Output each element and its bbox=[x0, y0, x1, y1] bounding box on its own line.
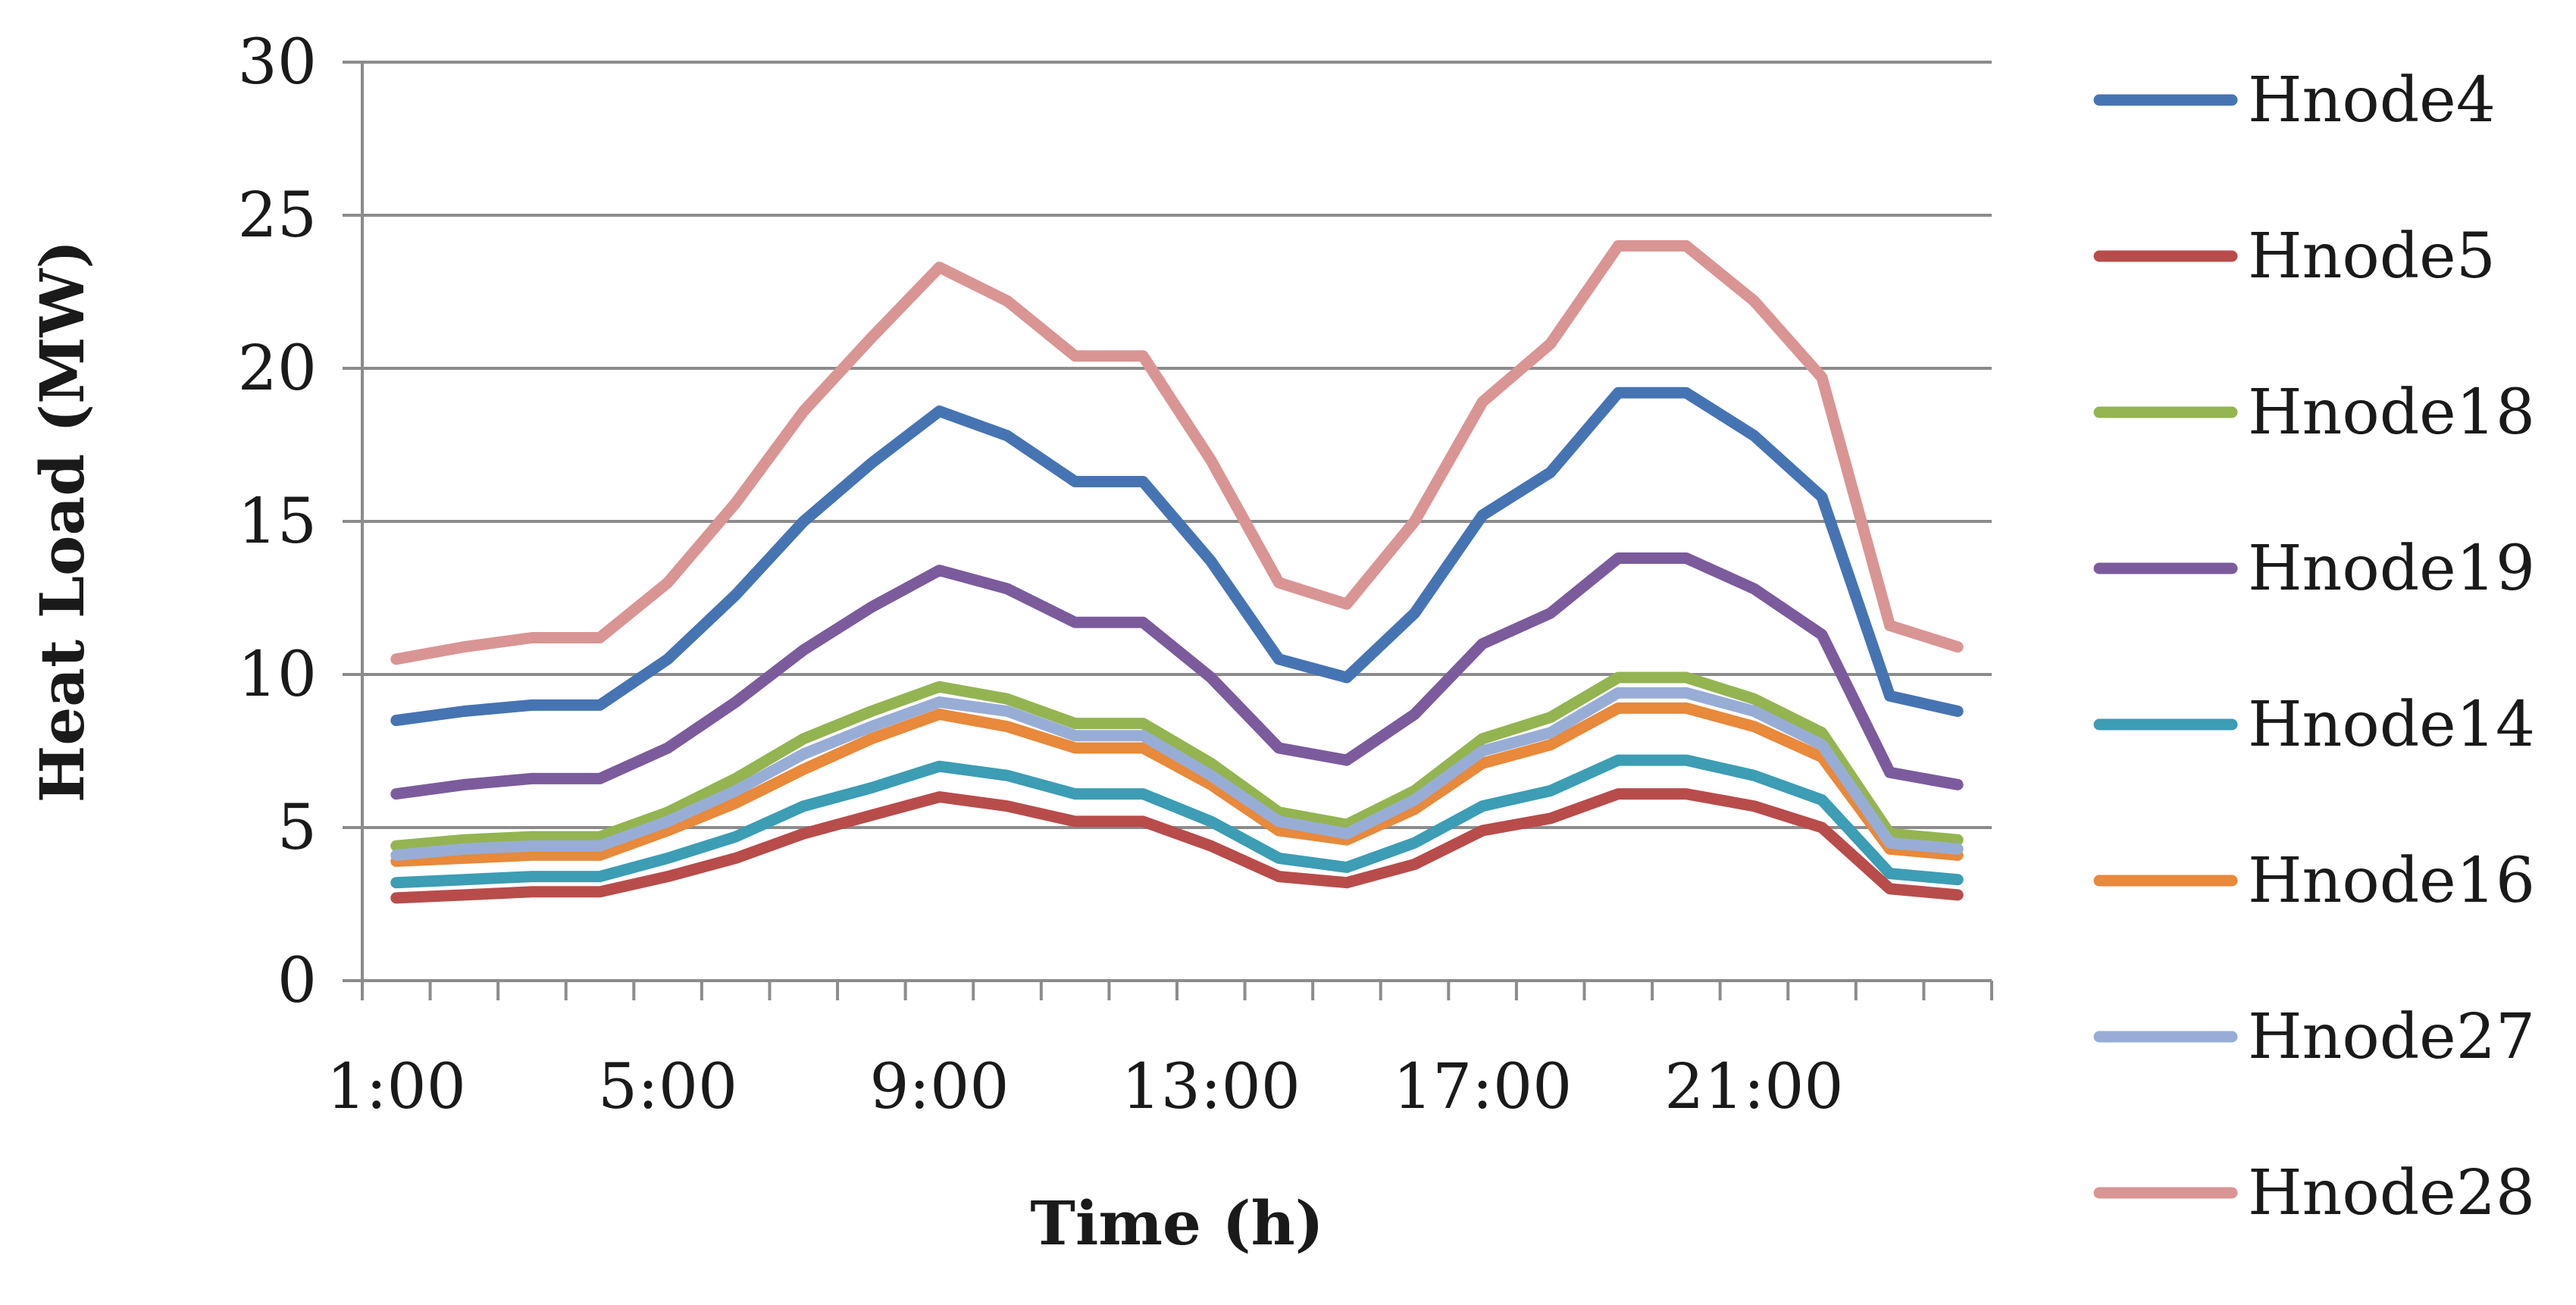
y-tick-label: 20 bbox=[238, 333, 317, 405]
tick-labels: 0 5 10 15 20 25 30 1:00 5:00 9:00 13:00 17:00 21:00 bbox=[238, 27, 1844, 1123]
series-lines bbox=[390, 239, 1964, 904]
x-tick-label: 17:00 bbox=[1393, 1051, 1572, 1123]
legend-label: Hnode4 bbox=[2248, 64, 2496, 136]
legend-item: Hnode19 bbox=[2093, 533, 2535, 605]
x-tick-label: 5:00 bbox=[598, 1051, 737, 1123]
legend: Hnode4 Hnode5 Hnode18 Hnode19 Hnode14 Hnode16… bbox=[2093, 64, 2535, 1229]
x-tick-label: 21:00 bbox=[1664, 1051, 1843, 1123]
legend-item: Hnode5 bbox=[2093, 221, 2496, 293]
series-line-hnode18 bbox=[390, 671, 1964, 852]
y-tick-label: 10 bbox=[238, 639, 317, 711]
y-tick-label: 15 bbox=[238, 486, 317, 558]
legend-label: Hnode27 bbox=[2248, 1001, 2535, 1073]
axes bbox=[343, 61, 1993, 1000]
series-line-hnode19 bbox=[390, 552, 1964, 800]
x-tick-label: 9:00 bbox=[869, 1051, 1009, 1123]
y-tick-label: 5 bbox=[277, 792, 317, 864]
legend-label: Hnode18 bbox=[2248, 377, 2535, 449]
y-axis-title: Heat Load (MW) bbox=[27, 240, 98, 803]
legend-label: Hnode16 bbox=[2248, 845, 2535, 917]
x-tick-label: 1:00 bbox=[327, 1051, 466, 1123]
y-tick-label: 25 bbox=[238, 180, 317, 252]
series-line-hnode5 bbox=[390, 788, 1964, 904]
x-axis-title: Time (h) bbox=[1030, 1188, 1323, 1259]
series-line-hnode28 bbox=[390, 239, 1964, 665]
legend-label: Hnode14 bbox=[2248, 689, 2535, 761]
series-line-hnode27 bbox=[390, 687, 1964, 861]
y-tick-label: 30 bbox=[238, 27, 317, 99]
series-line-hnode4 bbox=[390, 386, 1964, 727]
y-tick-label: 0 bbox=[277, 945, 317, 1017]
legend-item: Hnode28 bbox=[2093, 1157, 2535, 1229]
series-line-hnode16 bbox=[390, 702, 1964, 867]
legend-label: Hnode19 bbox=[2248, 533, 2535, 605]
legend-item: Hnode14 bbox=[2093, 689, 2535, 761]
legend-item: Hnode27 bbox=[2093, 1001, 2535, 1073]
legend-item: Hnode16 bbox=[2093, 845, 2535, 917]
legend-item: Hnode4 bbox=[2093, 64, 2496, 136]
legend-label: Hnode5 bbox=[2248, 221, 2496, 293]
series-line-hnode14 bbox=[390, 754, 1964, 889]
legend-label: Hnode28 bbox=[2248, 1157, 2535, 1229]
x-tick-label: 13:00 bbox=[1122, 1051, 1301, 1123]
legend-item: Hnode18 bbox=[2093, 377, 2535, 449]
